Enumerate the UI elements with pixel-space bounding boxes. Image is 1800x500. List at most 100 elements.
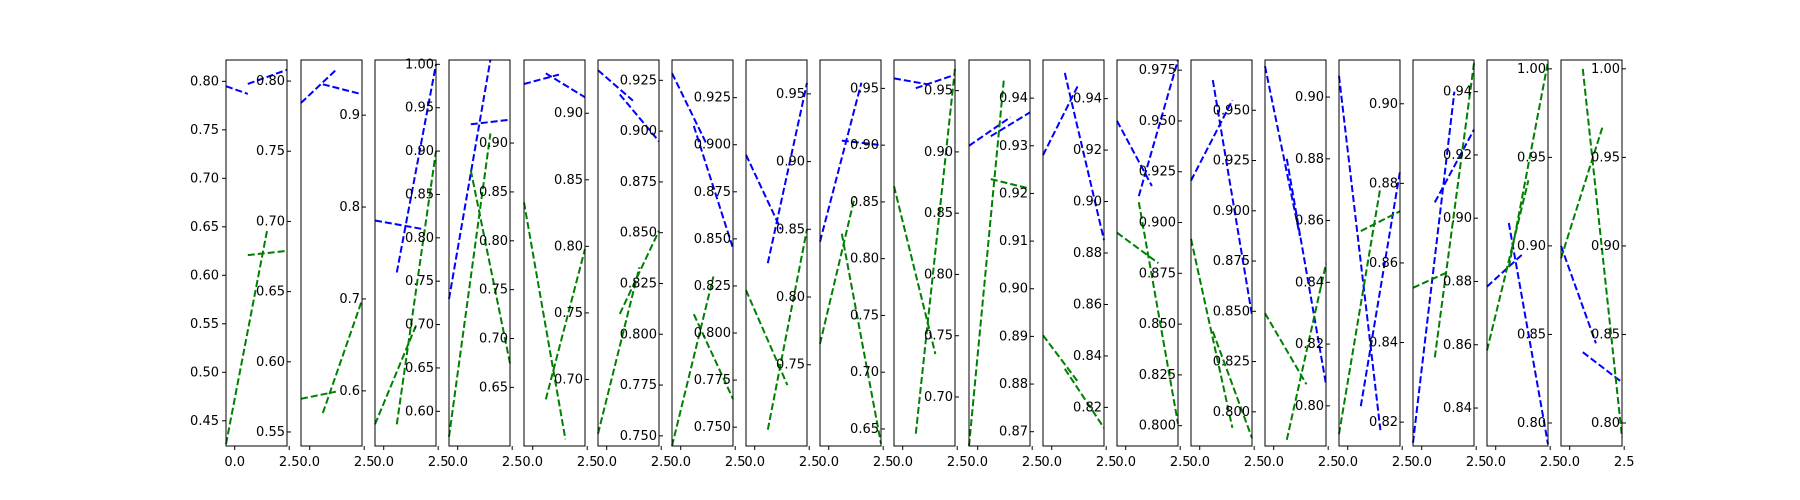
green-series-line-3 [597, 266, 641, 435]
right-y-tick-label: 0.86 [1443, 338, 1472, 353]
green-series-line-4 [1285, 263, 1327, 441]
right-y-tick-label: 0.925 [1139, 165, 1176, 180]
panel-frame [745, 59, 808, 447]
blue-series-line-2 [990, 111, 1031, 138]
x-tick-label: 0.0 [744, 455, 765, 470]
panel-12: 0.82 0.84 0.86 0.88 0.90 0.92 0.94 0.0 2.5 [1041, 59, 1117, 470]
right-y-tick-label: 0.88 [999, 377, 1028, 392]
green-series-line-3 [671, 276, 715, 447]
right-y-tick-label: 0.900 [694, 138, 731, 153]
left-y-tick-label: 0.55 [190, 317, 219, 332]
right-y-tick-label: 0.86 [1369, 256, 1398, 271]
right-y-tick-label: 0.8 [339, 200, 360, 215]
panel-2: 0.6 0.7 0.8 0.9 0.0 2.5 [299, 59, 375, 470]
blue-series-line-1 [893, 77, 930, 86]
right-y-tick-label: 0.850 [694, 232, 731, 247]
right-y-tick-label: 0.925 [620, 73, 657, 88]
right-y-tick-label: 0.88 [1443, 274, 1472, 289]
green-series-line-3 [300, 390, 337, 400]
panel-frame [448, 59, 511, 447]
right-y-tick-label: 0.65 [850, 422, 879, 437]
panel-6: 0.750 0.775 0.800 0.825 0.850 0.875 0.900 0.925… [596, 59, 672, 470]
x-tick-label: 2.5 [354, 455, 375, 470]
right-y-tick-label: 0.94 [1443, 85, 1472, 100]
blue-series-line-2 [1063, 72, 1105, 241]
panel-11: 0.87 0.88 0.89 0.90 0.91 0.92 0.93 0.94 0.0 2.5 [967, 59, 1043, 470]
right-y-tick-label: 0.85 [776, 222, 805, 237]
green-series-line-3 [1190, 238, 1234, 429]
right-y-tick-label: 0.850 [1139, 317, 1176, 332]
right-y-tick-label: 0.800 [620, 327, 657, 342]
panel-frame [893, 59, 956, 447]
x-tick-label: 0.0 [373, 455, 394, 470]
right-y-tick-label: 0.800 [1139, 419, 1176, 434]
x-tick-label: 2.5 [1392, 455, 1413, 470]
green-series-line-4 [618, 230, 660, 315]
right-y-tick-label: 0.95 [924, 84, 953, 99]
blue-series-line-2 [470, 118, 511, 126]
blue-series-line-2 [692, 125, 734, 249]
right-y-tick-label: 0.80 [405, 231, 434, 246]
green-series-line-4 [1063, 368, 1105, 429]
green-series-line-3 [1264, 312, 1308, 385]
right-y-tick-label: 0.95 [1591, 150, 1620, 165]
panel-frame [968, 59, 1031, 447]
right-y-tick-label: 0.95 [850, 81, 879, 96]
blue-series-line-2 [1359, 171, 1401, 407]
panel-frame [671, 59, 734, 447]
panel-1: 0.45 0.50 0.55 0.60 0.65 0.70 0.75 0.80 0.55 0.60… [190, 59, 300, 470]
right-y-tick-label: 0.80 [1591, 416, 1620, 431]
left-y-tick-label: 0.80 [190, 74, 219, 89]
right-y-tick-label: 0.86 [1295, 214, 1324, 229]
right-y-tick-label: 0.90 [924, 145, 953, 160]
blue-series-line-1 [300, 69, 337, 104]
x-tick-label: 0.0 [892, 455, 913, 470]
right-y-tick-label: 0.975 [1139, 63, 1176, 78]
green-series-line-3 [448, 133, 492, 437]
green-series-line-4 [247, 249, 288, 257]
right-y-tick-label: 0.92 [1073, 143, 1102, 158]
x-tick-label: 0.0 [596, 455, 617, 470]
x-tick-label: 0.0 [1115, 455, 1136, 470]
blue-series-line-2 [1507, 222, 1549, 445]
right-y-tick-label: 0.80 [554, 239, 583, 254]
panel-frame [1264, 59, 1327, 447]
right-y-tick-label: 0.85 [924, 206, 953, 221]
green-series-line-4 [766, 229, 808, 430]
panel-17: 0.84 0.86 0.88 0.90 0.92 0.94 0.0 2.5 [1411, 59, 1487, 470]
right-y-tick-label: 0.875 [620, 175, 657, 190]
blue-series-line-2 [545, 72, 586, 99]
right-y-tick-label: 0.7 [339, 292, 360, 307]
panel-15: 0.80 0.82 0.84 0.86 0.88 0.90 0.0 2.5 [1263, 59, 1339, 470]
right-y-tick-label: 0.80 [479, 234, 508, 249]
right-y-tick-label: 0.82 [1295, 337, 1324, 352]
x-tick-label: 2.5 [873, 455, 894, 470]
right-y-tick-label: 0.85 [1517, 327, 1546, 342]
panel-frame [1560, 59, 1623, 447]
right-y-tick-label: 0.82 [1073, 400, 1102, 415]
right-y-tick-label: 0.950 [1139, 114, 1176, 129]
right-y-tick-label: 0.65 [405, 361, 434, 376]
x-tick-label: 0.0 [522, 455, 543, 470]
blue-series-line-1 [1264, 65, 1301, 237]
x-tick-label: 0.0 [670, 455, 691, 470]
green-series-line-4 [1360, 210, 1401, 232]
panel-19: 0.80 0.85 0.90 0.95 1.00 0.0 2.5 [1559, 59, 1635, 470]
blue-series-line-2 [915, 73, 956, 90]
blue-series-line-1 [745, 154, 782, 230]
right-y-tick-label: 0.86 [1073, 297, 1102, 312]
right-y-tick-label: 0.88 [1295, 152, 1324, 167]
right-y-tick-label: 0.90 [1517, 239, 1546, 254]
right-y-tick-label: 0.85 [850, 195, 879, 210]
green-series-line-4 [544, 248, 586, 400]
blue-series-line-1 [1116, 120, 1153, 187]
x-tick-label: 0.0 [1485, 455, 1506, 470]
blue-series-line-1 [1486, 254, 1523, 288]
green-series-line-4 [1507, 61, 1549, 268]
green-series-line-4 [1137, 202, 1179, 424]
panel-frame [225, 59, 288, 447]
left-y-tick-label: 0.70 [190, 171, 219, 186]
right-y-tick-label: 0.85 [554, 173, 583, 188]
x-tick-label: 2.5 [725, 455, 746, 470]
right-y-tick-label: 0.88 [1369, 176, 1398, 191]
